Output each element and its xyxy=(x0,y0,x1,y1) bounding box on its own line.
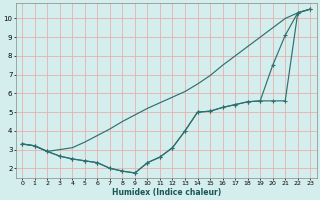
X-axis label: Humidex (Indice chaleur): Humidex (Indice chaleur) xyxy=(112,188,221,197)
